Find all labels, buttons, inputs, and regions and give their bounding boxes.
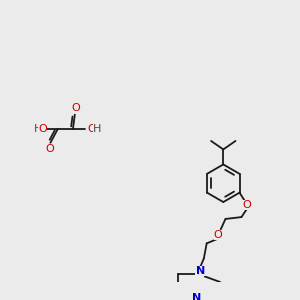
Text: N: N	[196, 266, 206, 276]
Text: O: O	[243, 200, 251, 210]
Text: O: O	[45, 144, 54, 154]
Text: O: O	[71, 103, 80, 113]
Text: O: O	[87, 124, 96, 134]
Text: N: N	[192, 293, 201, 300]
Text: H: H	[34, 124, 42, 134]
Text: N: N	[194, 267, 204, 277]
Text: H: H	[93, 124, 102, 134]
Text: O: O	[214, 230, 222, 240]
Text: O: O	[38, 124, 47, 134]
